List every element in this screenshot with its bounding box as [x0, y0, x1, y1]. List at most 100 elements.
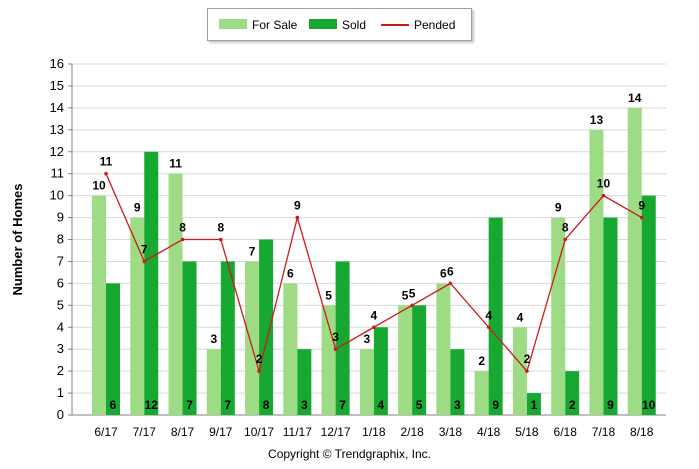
bar-for-sale: [551, 217, 566, 415]
data-label-sold: 10: [642, 398, 656, 412]
y-tick-label: 0: [57, 407, 64, 422]
x-tick-label: 11/17: [283, 425, 312, 439]
bar-for-sale: [627, 107, 642, 415]
data-label-pended: 5: [409, 286, 416, 300]
pended-point: [104, 171, 108, 176]
bar-sold: [412, 305, 427, 415]
data-label-pended: 4: [485, 308, 492, 322]
data-label-pended: 4: [371, 308, 378, 322]
pended-point: [525, 369, 529, 373]
y-tick-label: 14: [50, 100, 64, 115]
data-label-sold: 9: [492, 398, 499, 412]
data-label-pended: 8: [562, 221, 569, 235]
data-label-pended: 3: [332, 330, 339, 344]
pended-point: [639, 215, 644, 220]
data-label-sold: 4: [378, 398, 385, 412]
x-tick-label: 6/18: [554, 425, 578, 439]
data-label-pended: 8: [179, 221, 186, 235]
bar-sold: [603, 217, 618, 415]
x-tick-label: 2/18: [400, 425, 424, 439]
data-label-pended: 10: [597, 177, 611, 191]
x-tick-label: 9/17: [209, 425, 233, 439]
x-tick-label: 3/18: [439, 425, 463, 439]
pended-point: [563, 237, 567, 242]
data-label-sold: 5: [416, 398, 423, 412]
data-label-for-sale: 5: [325, 288, 332, 302]
bar-for-sale: [206, 349, 221, 415]
pended-point: [601, 193, 606, 198]
pended-point: [295, 215, 300, 220]
data-label-sold: 8: [263, 398, 270, 412]
bar-sold: [641, 195, 656, 415]
data-label-sold: 7: [186, 398, 193, 412]
y-tick-label: 3: [57, 341, 64, 356]
bar-sold: [220, 261, 235, 415]
y-tick-label: 15: [50, 78, 64, 93]
bar-sold: [335, 261, 350, 415]
x-tick-label: 6/17: [94, 425, 118, 439]
x-tick-label: 10/17: [244, 425, 274, 439]
pended-point: [410, 303, 414, 308]
data-label-for-sale: 11: [169, 157, 182, 171]
x-tick-label: 8/18: [630, 425, 654, 439]
x-tick-label: 7/17: [133, 425, 157, 439]
data-label-sold: 7: [339, 398, 346, 412]
bar-for-sale: [359, 349, 374, 415]
y-tick-label: 10: [50, 188, 64, 203]
data-label-for-sale: 3: [364, 332, 371, 346]
data-label-for-sale: 9: [134, 201, 141, 215]
y-tick-label: 7: [57, 253, 64, 268]
y-tick-label: 13: [50, 122, 64, 137]
y-tick-label: 6: [57, 275, 64, 290]
legend-line-pended: [381, 24, 409, 26]
data-label-for-sale: 4: [517, 310, 524, 324]
pended-point: [180, 237, 185, 242]
data-label-sold: 3: [301, 398, 308, 412]
bar-sold: [565, 371, 580, 415]
bar-sold: [526, 393, 541, 415]
y-tick-label: 1: [57, 385, 64, 400]
data-label-for-sale: 6: [440, 266, 447, 280]
data-label-for-sale: 7: [249, 244, 256, 258]
data-label-sold: 2: [569, 398, 576, 412]
y-axis-title: Number of Homes: [10, 184, 25, 296]
bar-for-sale: [92, 195, 106, 415]
data-label-for-sale: 10: [92, 179, 106, 193]
bar-sold: [106, 283, 120, 415]
y-tick-label: 11: [51, 166, 65, 181]
bar-sold: [450, 349, 465, 415]
bar-for-sale: [398, 305, 413, 415]
x-tick-label: 12/17: [321, 425, 351, 439]
bar-for-sale: [283, 283, 298, 415]
pended-point: [486, 325, 491, 330]
data-label-for-sale: 13: [590, 113, 604, 127]
data-label-for-sale: 2: [478, 354, 485, 368]
y-tick-label: 8: [57, 232, 64, 247]
y-tick-label: 12: [50, 144, 64, 159]
bar-for-sale: [245, 261, 260, 415]
pended-point: [333, 347, 338, 351]
data-label-for-sale: 5: [402, 288, 409, 302]
x-tick-label: 1/18: [362, 425, 386, 439]
data-label-pended: 2: [256, 352, 263, 366]
data-label-sold: 1: [531, 398, 538, 412]
data-label-for-sale: 9: [555, 201, 562, 215]
data-label-sold: 9: [607, 398, 614, 412]
legend-label-sold: Sold: [342, 18, 367, 32]
legend-label-for-sale: For Sale: [252, 18, 298, 32]
data-label-pended: 11: [100, 155, 113, 169]
legend-swatch-sold: [309, 19, 337, 29]
y-tick-label: 9: [57, 210, 64, 225]
pended-point: [372, 325, 376, 330]
legend-swatch-for-sale: [219, 19, 247, 29]
bar-for-sale: [321, 305, 336, 415]
bar-sold: [144, 151, 159, 415]
data-label-sold: 12: [145, 398, 159, 412]
y-tick-label: 2: [57, 363, 64, 378]
bar-for-sale: [589, 129, 604, 415]
data-label-sold: 7: [224, 398, 231, 412]
x-tick-label: 4/18: [477, 425, 501, 439]
bar-for-sale: [512, 327, 527, 415]
copyright-text: Copyright © Trendgraphix, Inc.: [268, 447, 431, 461]
